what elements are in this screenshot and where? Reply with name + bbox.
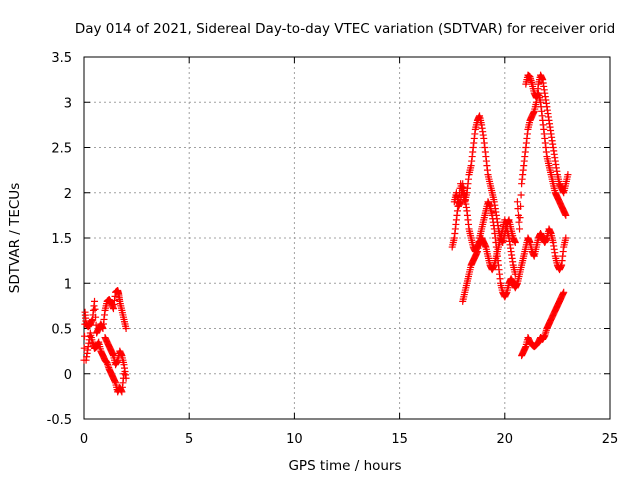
- y-tick-label: 1.5: [51, 232, 72, 247]
- x-tick-label: 15: [391, 432, 408, 447]
- x-tick-label: 20: [497, 432, 514, 447]
- x-tick-label: 5: [185, 432, 193, 447]
- data-point-marker: [513, 198, 521, 206]
- data-point-marker: [92, 313, 100, 321]
- x-tick-label: 25: [602, 432, 619, 447]
- data-point-marker: [516, 214, 524, 222]
- y-tick-label: 3.5: [51, 51, 72, 66]
- data-point-marker: [560, 288, 568, 296]
- data-point-marker: [564, 171, 572, 179]
- x-tick-label: 0: [80, 432, 88, 447]
- data-point-marker: [91, 297, 99, 305]
- data-point-marker: [122, 374, 130, 382]
- y-tick-labels: -0.5 0 0.5 1 1.5 2 2.5 3 3.5: [47, 51, 72, 428]
- data-point-marker: [515, 218, 523, 226]
- data-point-marker: [516, 225, 524, 233]
- y-tick-label: 1: [64, 277, 72, 292]
- data-point-marker: [517, 191, 525, 199]
- y-tick-label: 2: [64, 187, 72, 202]
- data-point-marker: [122, 325, 130, 332]
- y-tick-label: 2.5: [51, 142, 72, 157]
- y-tick-label: 0: [64, 368, 72, 383]
- data-point-marker: [91, 305, 99, 313]
- data-point-marker: [562, 211, 570, 219]
- x-axis-label: GPS time / hours: [288, 458, 401, 474]
- chart-title: Day 014 of 2021, Sidereal Day-to-day VTE…: [75, 21, 615, 37]
- data-point-marker: [517, 202, 525, 210]
- y-tick-label: 3: [64, 96, 72, 111]
- x-tick-label: 10: [286, 432, 303, 447]
- axis-ticks: [83, 56, 611, 420]
- data-point-marker: [511, 239, 519, 247]
- y-tick-label: -0.5: [47, 413, 72, 428]
- data-point-marker: [562, 234, 570, 242]
- y-tick-label: 0.5: [51, 323, 72, 338]
- x-tick-labels: 0 5 10 15 20 25: [80, 432, 618, 447]
- y-axis-label: SDTVAR / TECUs: [7, 183, 23, 293]
- data-points: [80, 71, 572, 396]
